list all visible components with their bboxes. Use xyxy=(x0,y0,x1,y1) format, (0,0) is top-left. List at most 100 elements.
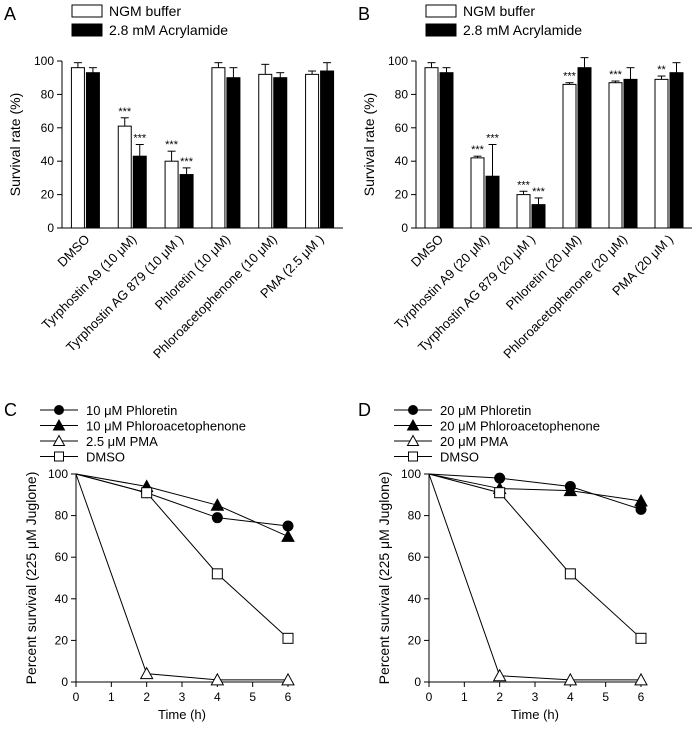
legend-label: DMSO xyxy=(86,450,125,465)
bar xyxy=(485,175,500,229)
y-tick-label: 40 xyxy=(41,154,55,168)
significance-label: *** xyxy=(165,139,179,151)
y-tick-label: 100 xyxy=(401,467,421,481)
y-axis-label: Percent survival (225 μM Juglone) xyxy=(376,472,392,685)
significance-label: ** xyxy=(657,64,666,76)
data-point xyxy=(563,483,578,497)
x-axis-label: Time (h) xyxy=(158,707,206,722)
significance-label: *** xyxy=(118,106,132,118)
series-line xyxy=(428,473,641,681)
panel-label: D xyxy=(358,400,371,420)
x-axis-label: Time (h) xyxy=(511,707,559,722)
bar xyxy=(305,73,320,229)
bar xyxy=(439,72,454,229)
y-tick-label: 60 xyxy=(55,550,69,564)
bar xyxy=(70,67,85,229)
data-point xyxy=(634,493,648,507)
bar xyxy=(424,67,439,229)
legend-label: 20 μM PMA xyxy=(440,434,509,449)
panel-b: B NGM buffer 2.8 mM Acrylamide 0 20 40 60 80 100… xyxy=(358,3,692,361)
y-axis-label: Percent survival (225 μM Juglone) xyxy=(23,472,39,685)
x-tick-label: 1 xyxy=(461,690,468,704)
panel-label: A xyxy=(4,4,16,24)
x-tick-label: 4 xyxy=(214,690,221,704)
bar xyxy=(531,204,546,229)
legend-label: 2.8 mM Acrylamide xyxy=(109,22,228,38)
x-tick-label: 3 xyxy=(532,690,539,704)
x-tick-label: 5 xyxy=(249,690,256,704)
y-tick-label: 80 xyxy=(395,87,409,101)
significance-label: *** xyxy=(532,186,546,198)
y-tick-label: 60 xyxy=(41,121,55,135)
y-tick-label: 80 xyxy=(408,509,422,523)
y-tick-label: 60 xyxy=(408,550,422,564)
data-point xyxy=(564,568,576,580)
data-point xyxy=(211,512,223,524)
y-tick-label: 20 xyxy=(408,633,422,647)
legend-marker xyxy=(408,451,418,462)
x-tick-label: 0 xyxy=(73,690,80,704)
data-point xyxy=(141,487,153,499)
series-line xyxy=(75,473,288,681)
bar xyxy=(623,78,638,229)
y-tick-label: 80 xyxy=(55,509,69,523)
panel-label: B xyxy=(358,4,370,24)
x-tick-label: 1 xyxy=(108,690,115,704)
bar xyxy=(577,67,592,229)
legend-label: 20 μM Phloretin xyxy=(440,403,531,418)
legend-swatch xyxy=(71,23,103,37)
data-point xyxy=(494,487,506,499)
significance-label: *** xyxy=(563,71,577,83)
legend-swatch xyxy=(71,4,103,18)
x-tick-label: 5 xyxy=(602,690,609,704)
data-point xyxy=(563,672,578,686)
bar xyxy=(226,77,241,229)
bar xyxy=(164,160,179,229)
bar xyxy=(211,67,226,229)
bar xyxy=(608,82,623,229)
x-tick-label: 0 xyxy=(426,690,433,704)
panel-label: C xyxy=(4,400,17,420)
bar xyxy=(516,194,531,229)
y-tick-label: 20 xyxy=(395,188,409,202)
data-point xyxy=(210,498,225,511)
data-point xyxy=(492,668,507,682)
legend-marker xyxy=(54,405,64,415)
legend-label: DMSO xyxy=(440,450,479,465)
data-point xyxy=(211,568,223,580)
legend-label: NGM buffer xyxy=(463,3,535,19)
legend-label: NGM buffer xyxy=(109,3,181,19)
bar xyxy=(132,155,147,229)
bar xyxy=(179,174,194,229)
series-line xyxy=(75,473,289,527)
bar xyxy=(258,73,273,229)
legend-marker xyxy=(406,418,420,431)
y-tick-label: 20 xyxy=(55,633,69,647)
bar xyxy=(320,70,335,229)
y-tick-label: 0 xyxy=(47,221,54,235)
x-tick-label: 2 xyxy=(496,690,503,704)
legend-label: 10 μM Phloretin xyxy=(86,403,177,418)
y-tick-label: 0 xyxy=(61,675,68,689)
y-axis-label: Survival rate (%) xyxy=(7,93,23,196)
legend-marker xyxy=(52,434,66,446)
bar xyxy=(562,83,577,229)
y-tick-label: 80 xyxy=(41,87,55,101)
y-tick-label: 100 xyxy=(48,467,68,481)
y-tick-label: 0 xyxy=(414,675,421,689)
significance-label: *** xyxy=(180,156,194,168)
bar xyxy=(117,125,132,229)
y-tick-label: 0 xyxy=(401,221,408,235)
legend-label: 2.8 mM Acrylamide xyxy=(463,22,582,38)
legend-swatch xyxy=(425,23,457,37)
data-point xyxy=(282,632,294,644)
x-tick-label: 3 xyxy=(179,690,186,704)
legend-label: 10 μM Phloroacetophenone xyxy=(86,419,246,434)
bar xyxy=(85,72,100,229)
x-tick-label: 2 xyxy=(143,690,150,704)
series-line xyxy=(75,473,289,537)
legend-swatch xyxy=(425,4,457,18)
